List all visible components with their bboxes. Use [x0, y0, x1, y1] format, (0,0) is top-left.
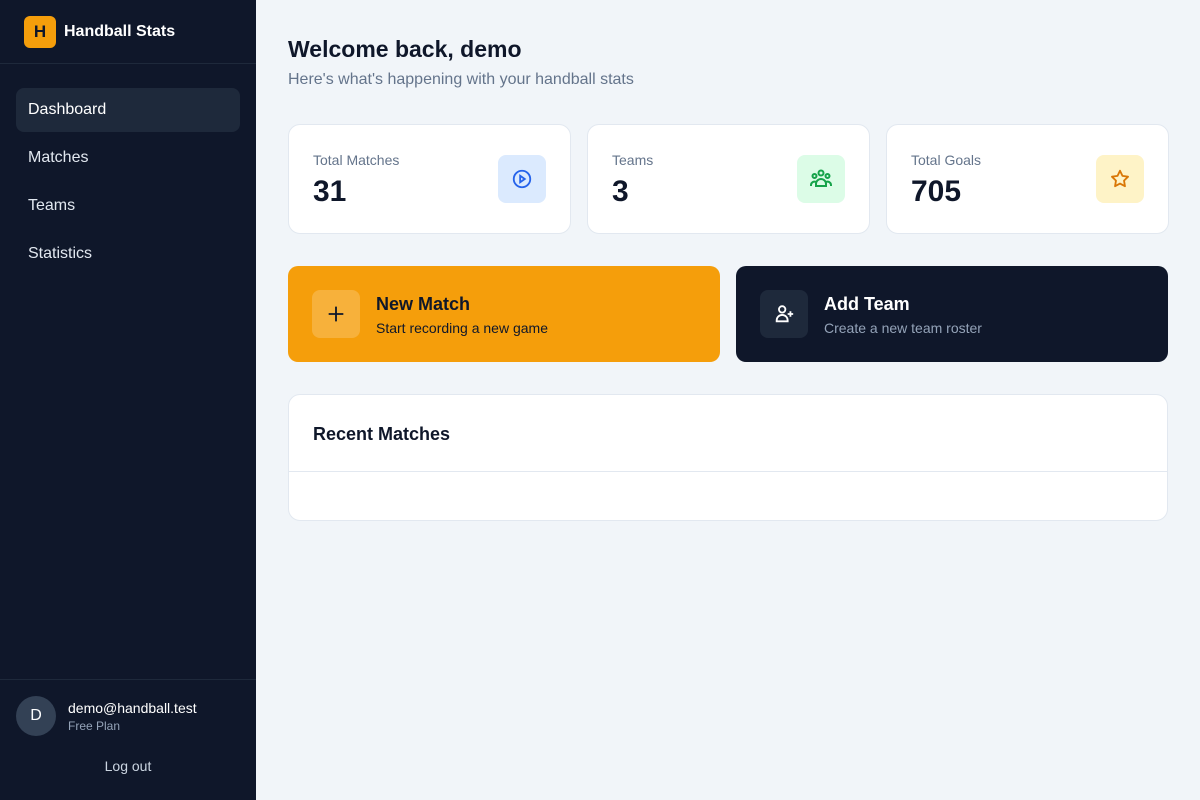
page-title: Welcome back, demo	[288, 36, 522, 62]
divider	[289, 471, 1167, 472]
action-description: Start recording a new game	[376, 320, 548, 336]
sidebar-item-matches[interactable]: Matches	[28, 149, 89, 166]
sidebar: H Handball Stats Dashboard Matches Teams…	[0, 0, 256, 800]
stat-label: Total Goals	[911, 152, 982, 168]
page-subtitle: Here's what's happening with your handba…	[288, 71, 634, 88]
user-plan: Free Plan	[68, 719, 121, 733]
stat-label: Total Matches	[313, 152, 400, 168]
stat-value: 3	[612, 175, 629, 208]
plus-icon	[312, 290, 360, 338]
user-email: demo@handball.test	[68, 700, 197, 716]
stat-value: 31	[313, 175, 347, 208]
user-plus-icon	[760, 290, 808, 338]
stat-card-teams: Teams 3	[587, 124, 870, 234]
avatar: D	[16, 696, 56, 736]
add-team-button[interactable]: Add Team Create a new team roster	[736, 266, 1168, 362]
recent-matches-title: Recent Matches	[313, 424, 451, 444]
sidebar-item-teams[interactable]: Teams	[28, 197, 76, 214]
brand[interactable]: H Handball Stats	[0, 0, 256, 64]
recent-matches-panel: Recent Matches	[288, 394, 1168, 521]
action-description: Create a new team roster	[824, 320, 982, 336]
users-group-icon	[797, 155, 845, 203]
brand-name: Handball Stats	[64, 22, 176, 40]
logout-button[interactable]: Log out	[104, 758, 152, 774]
stat-card-total-goals: Total Goals 705	[886, 124, 1169, 234]
stat-value: 705	[911, 175, 962, 208]
user-panel: D demo@handball.test Free Plan Log out	[0, 679, 256, 800]
stat-label: Teams	[612, 152, 654, 168]
sidebar-item-statistics[interactable]: Statistics	[28, 245, 93, 262]
sidebar-item-dashboard[interactable]: Dashboard	[16, 88, 240, 132]
stat-card-total-matches: Total Matches 31	[288, 124, 571, 234]
star-icon	[1096, 155, 1144, 203]
action-title: New Match	[376, 294, 471, 314]
logo-icon: H	[24, 15, 56, 48]
new-match-button[interactable]: New Match Start recording a new game	[288, 266, 720, 362]
play-circle-icon	[498, 155, 546, 203]
sidebar-nav: Dashboard Matches Teams Statistics	[0, 64, 256, 304]
action-title: Add Team	[824, 294, 910, 314]
